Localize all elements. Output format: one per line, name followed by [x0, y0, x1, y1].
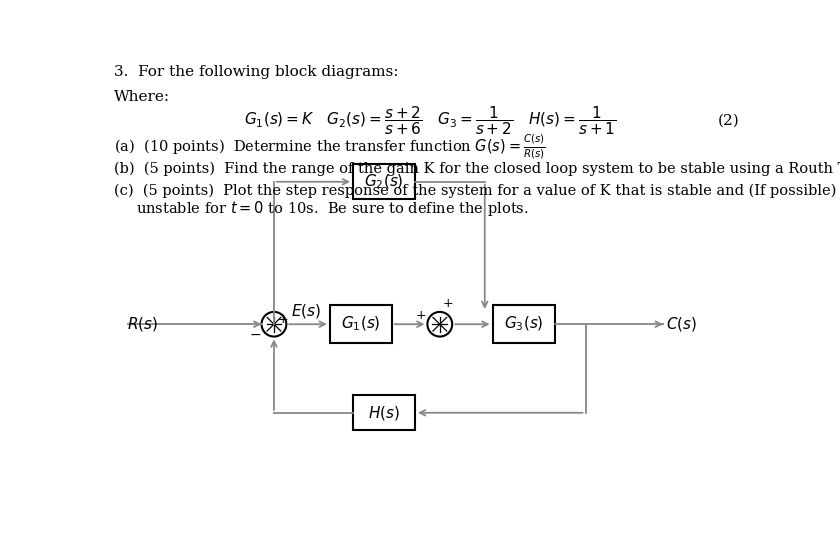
- Text: (c)  (5 points)  Plot the step response of the system for a value of K that is s: (c) (5 points) Plot the step response of…: [114, 184, 837, 198]
- Text: $G_3(s)$: $G_3(s)$: [504, 315, 543, 334]
- Text: 3.  For the following block diagrams:: 3. For the following block diagrams:: [114, 64, 399, 79]
- Text: +: +: [442, 297, 453, 310]
- Bar: [330, 305, 391, 343]
- Text: $G_1(s)$: $G_1(s)$: [341, 315, 381, 334]
- Bar: [353, 164, 415, 199]
- Circle shape: [428, 312, 452, 336]
- Text: $E(s)$: $E(s)$: [291, 302, 321, 320]
- Text: +: +: [415, 309, 426, 322]
- Text: $H(s)$: $H(s)$: [368, 404, 400, 422]
- Text: Where:: Where:: [114, 90, 171, 104]
- Circle shape: [261, 312, 286, 336]
- Text: (a)  (10 points)  Determine the transfer function $G(s) = \frac{C(s)}{R(s)}$: (a) (10 points) Determine the transfer f…: [114, 133, 546, 161]
- Text: +: +: [278, 313, 288, 326]
- Text: unstable for $t = 0$ to 10s.  Be sure to define the plots.: unstable for $t = 0$ to 10s. Be sure to …: [136, 199, 528, 218]
- Bar: [492, 305, 554, 343]
- Text: $C(s)$: $C(s)$: [666, 315, 697, 333]
- Text: $G_2(s)$: $G_2(s)$: [365, 173, 404, 191]
- Text: $R(s)$: $R(s)$: [127, 315, 158, 333]
- Text: (2): (2): [718, 113, 740, 127]
- Bar: [353, 395, 415, 431]
- Text: −: −: [249, 328, 260, 342]
- Text: $G_1(s) = K \quad G_2(s) = \dfrac{s+2}{s+6} \quad G_3 = \dfrac{1}{s+2} \quad H(s: $G_1(s) = K \quad G_2(s) = \dfrac{s+2}{s…: [244, 104, 617, 136]
- Text: (b)  (5 points)  Find the range of the gain K for the closed loop system to be s: (b) (5 points) Find the range of the gai…: [114, 161, 840, 176]
